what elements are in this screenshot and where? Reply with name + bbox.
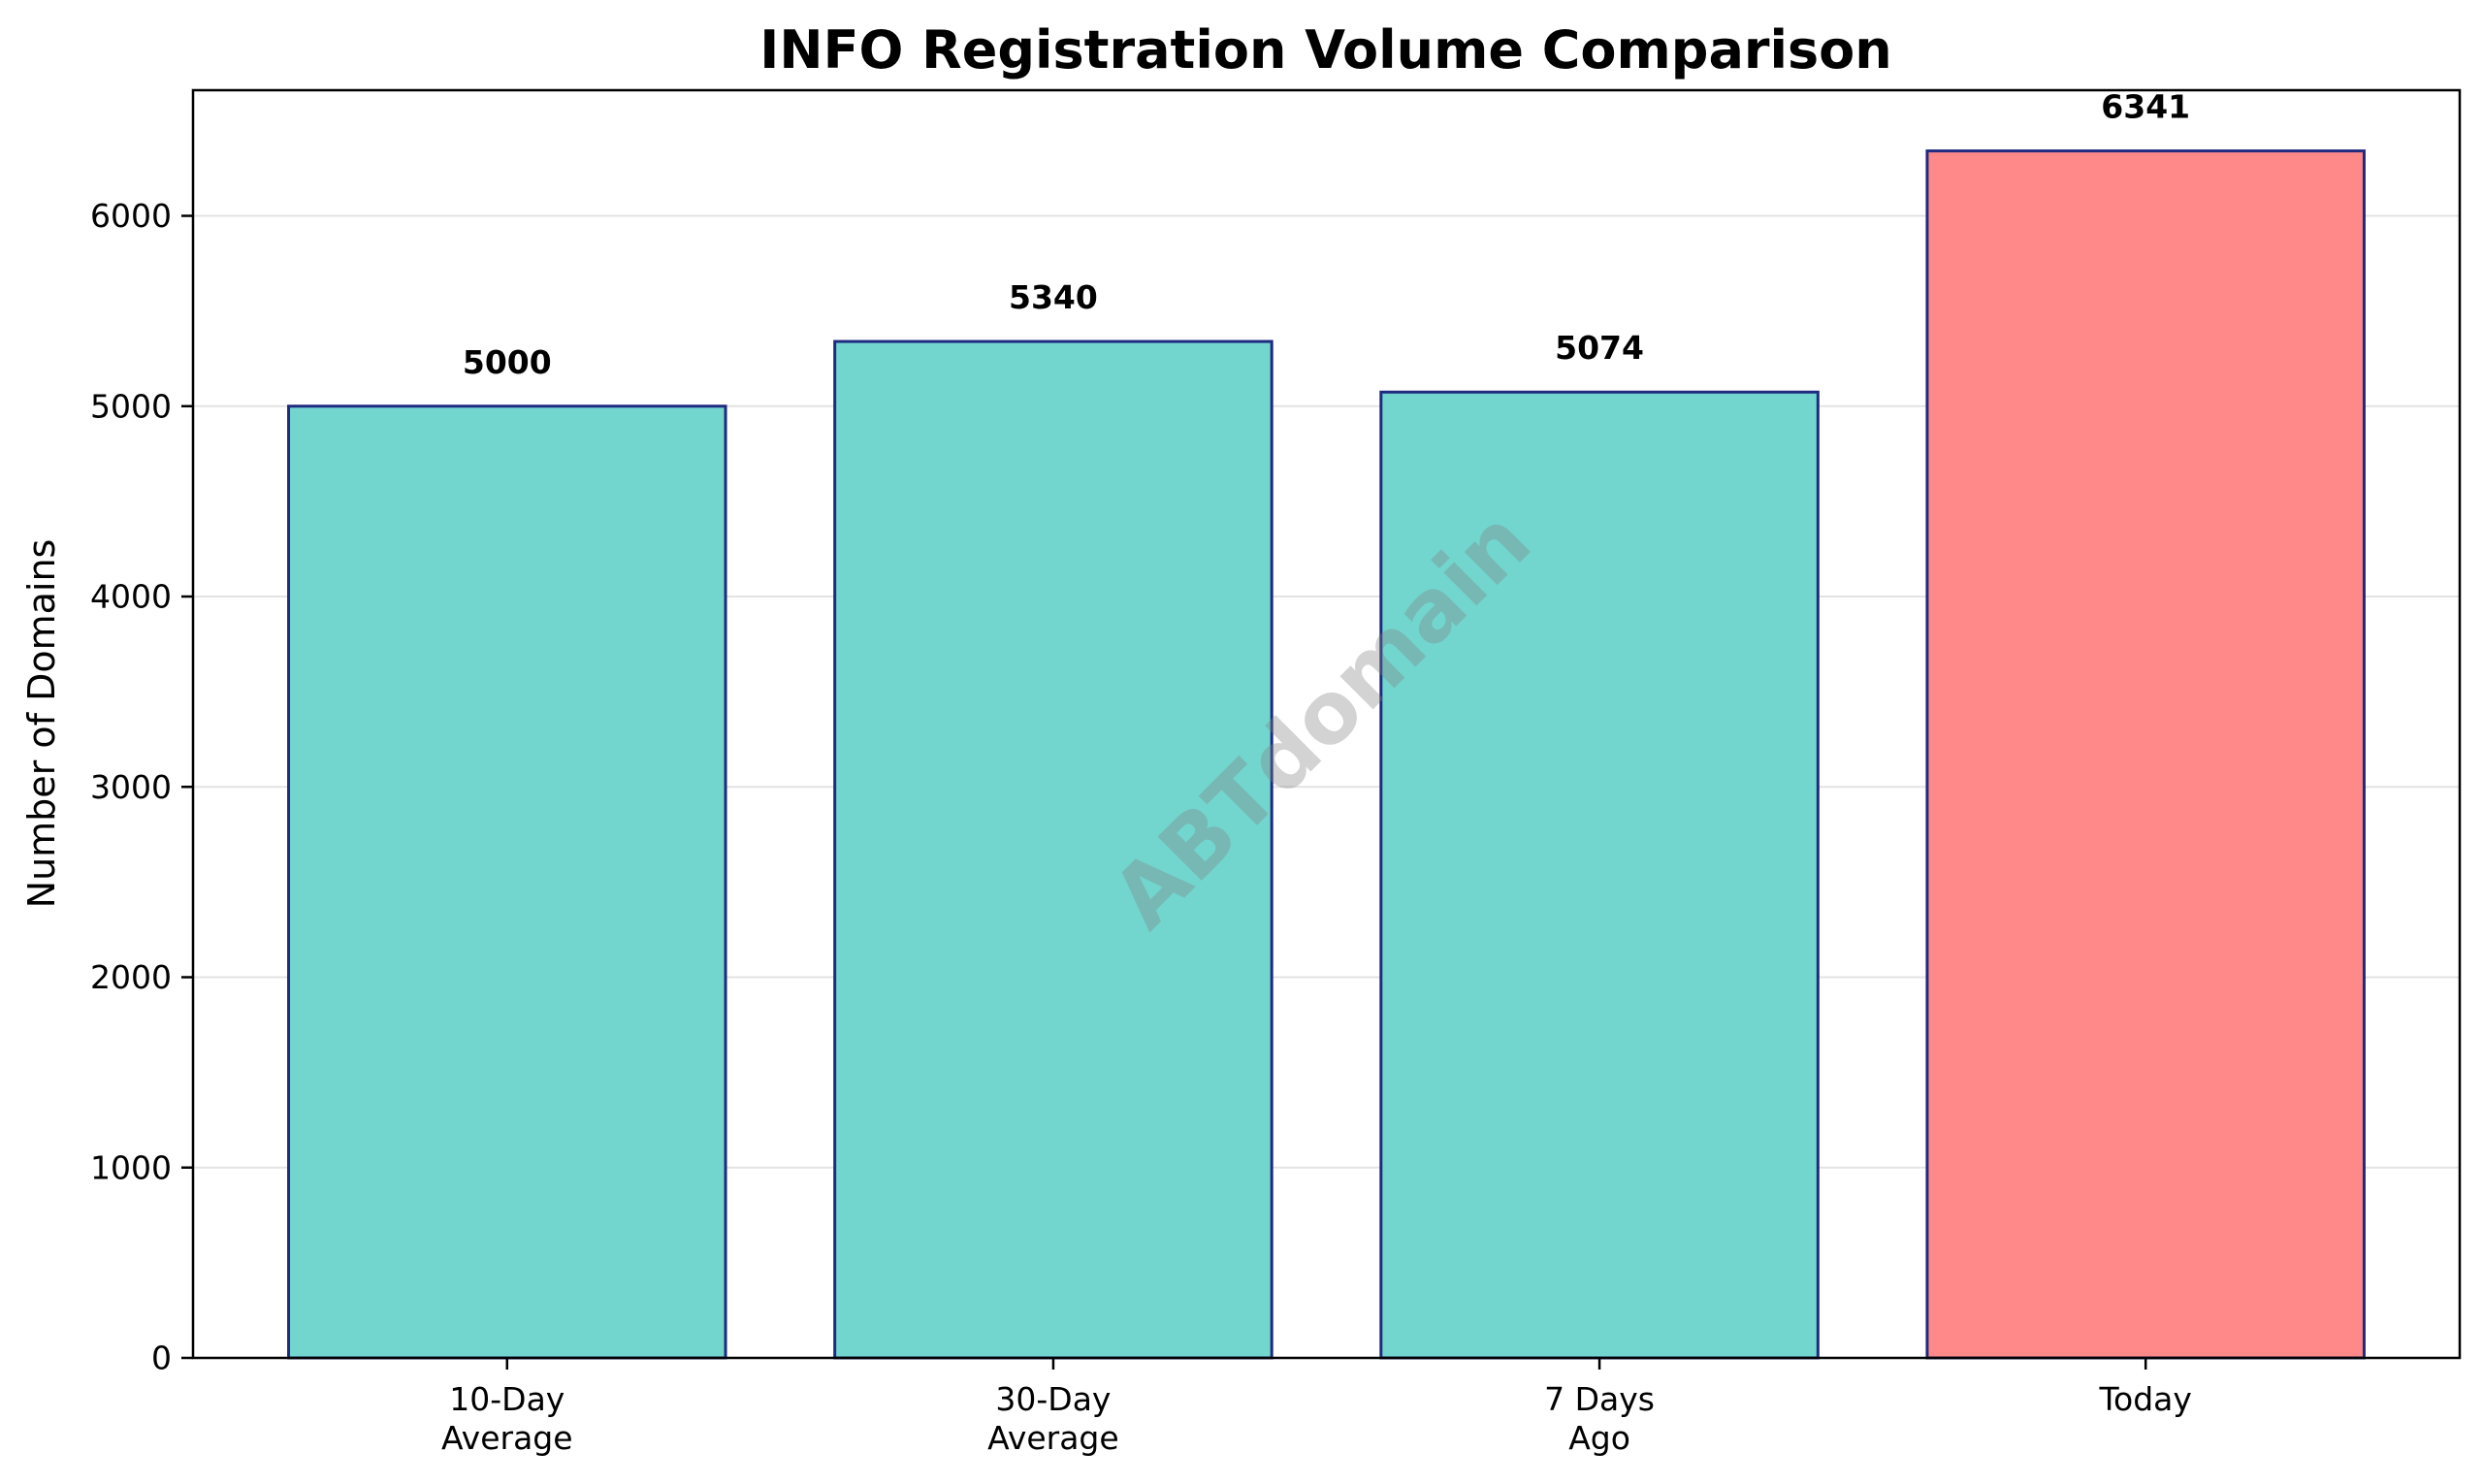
x-tick-label-line: Average (441, 1419, 573, 1457)
bar (287, 404, 727, 1360)
y-axis-ticks: 0 1000 2000 3000 4000 5000 6000 (90, 197, 193, 1377)
plot-area-frame (191, 88, 2462, 1360)
x-tick-label-line: Today (2098, 1380, 2191, 1418)
y-tick-label: 6000 (90, 197, 172, 235)
bar-value-label: 5340 (1009, 278, 1098, 316)
y-axis-label: Number of Domains (20, 539, 63, 909)
y-tick-label: 5000 (90, 387, 172, 425)
bar (1925, 149, 2366, 1360)
x-tick-label-line: 10-Day (449, 1380, 564, 1418)
bar-value-label: 5074 (1555, 329, 1644, 367)
bar-value-label: 6341 (2101, 88, 2190, 126)
x-tick-label: 7 Days Ago (1544, 1380, 1655, 1457)
x-tick-label-line: 30-Day (995, 1380, 1111, 1418)
x-tick-label-line: Average (987, 1419, 1119, 1457)
x-tick-label: 10-Day Average (441, 1380, 573, 1457)
y-tick-label: 1000 (90, 1148, 172, 1186)
y-tick-label: 0 (151, 1339, 172, 1377)
chart-title: INFO Registration Volume Comparison (759, 19, 1891, 81)
data-labels: 5000 5340 5074 6341 (463, 88, 2190, 381)
x-tick-label: Today (2098, 1380, 2191, 1418)
bar (833, 339, 1274, 1360)
y-tick-label: 3000 (90, 768, 172, 806)
bar-value-label: 5000 (463, 343, 552, 381)
x-tick-label: 30-Day Average (987, 1380, 1119, 1457)
x-tick-label-line: 7 Days (1544, 1380, 1655, 1418)
bar (1379, 390, 1820, 1360)
bars (287, 149, 2366, 1360)
y-tick-label: 4000 (90, 578, 172, 616)
y-tick-label: 2000 (90, 958, 172, 996)
x-tick-label-line: Ago (1568, 1419, 1630, 1457)
